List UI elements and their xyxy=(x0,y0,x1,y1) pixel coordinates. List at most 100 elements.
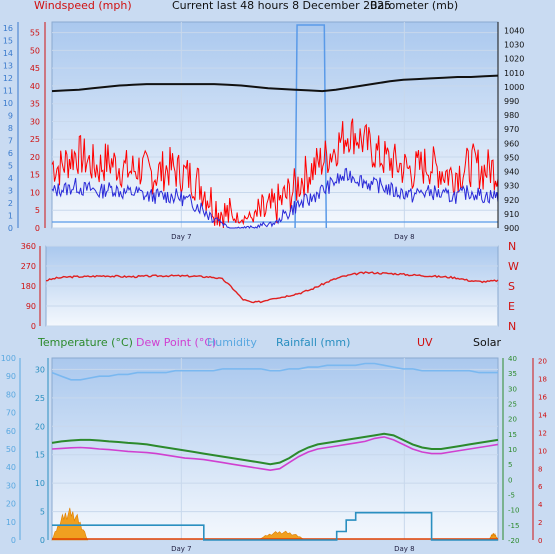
uv-tick-label: 14 xyxy=(538,411,547,419)
rainfall-tick-label: 20 xyxy=(35,422,45,431)
windspeed-tick-label: 20 xyxy=(30,153,40,162)
beaufort-tick-label: 15 xyxy=(3,37,13,46)
rainfall-tick-label: 30 xyxy=(35,365,45,374)
windspeed-tick-label: 50 xyxy=(30,46,40,55)
barometer-tick-label: 1010 xyxy=(504,69,524,78)
temperature-legend: Temperature (°C) xyxy=(37,336,133,349)
direction-tick-label: 0 xyxy=(31,322,36,331)
wind-panel-series xyxy=(51,24,499,229)
humidity-legend: Humidity xyxy=(207,336,257,349)
chart-title: Current last 48 hours 8 December 2025 xyxy=(172,0,391,12)
rainfall-tick-label: 10 xyxy=(35,479,45,488)
barometer-tick-label: 940 xyxy=(504,168,519,177)
windspeed-tick-label: 0 xyxy=(35,224,40,233)
windspeed-tick-label: 10 xyxy=(30,188,40,197)
humidity-tick-label: 20 xyxy=(6,500,16,509)
uv-tick-label: 20 xyxy=(538,358,547,366)
beaufort-tick-label: 5 xyxy=(8,162,13,171)
windspeed-tick-label: 35 xyxy=(30,100,40,109)
temperature-tick-label: 15 xyxy=(508,431,517,439)
temperature-tick-label: 10 xyxy=(508,446,517,454)
humidity-tick-label: 40 xyxy=(6,463,16,472)
direction-panel-grid xyxy=(46,245,498,327)
compass-tick-label: S xyxy=(508,280,515,293)
uv-tick-label: 12 xyxy=(538,429,547,437)
rainfall-tick-label: 5 xyxy=(40,508,45,517)
humidity-tick-label: 100 xyxy=(1,354,16,363)
beaufort-tick-label: 4 xyxy=(8,174,13,183)
beaufort-tick-label: 2 xyxy=(8,199,13,208)
direction-tick-label: 360 xyxy=(21,242,36,251)
solar-trace xyxy=(294,24,328,229)
uv-tick-label: 10 xyxy=(538,447,547,455)
rainfall-tick-label: 0 xyxy=(40,536,45,545)
temperature-panel-axes: 0510152025300102030405060708090100-20-15… xyxy=(1,354,548,553)
solar-area xyxy=(257,530,307,541)
temperature-tick-label: 0 xyxy=(508,476,512,484)
dewpoint-legend: Dew Point (°C) xyxy=(136,336,216,349)
temperature-tick-label: 20 xyxy=(508,416,517,424)
temperature-tick-label: 25 xyxy=(508,401,517,409)
barometer-axis-title: Barometer (mb) xyxy=(370,0,458,12)
beaufort-tick-label: 10 xyxy=(3,99,13,108)
rainfall-tick-label: 15 xyxy=(35,451,45,460)
beaufort-tick-label: 7 xyxy=(8,137,13,146)
rainfall-tick-label: 25 xyxy=(35,394,45,403)
barometer-line xyxy=(51,74,499,93)
humidity-tick-label: 80 xyxy=(6,390,16,399)
beaufort-tick-label: 11 xyxy=(3,87,13,96)
rainfall-legend: Rainfall (mm) xyxy=(276,336,350,349)
barometer-tick-label: 930 xyxy=(504,182,519,191)
humidity-line xyxy=(51,362,498,381)
temperature-panel-series xyxy=(51,362,499,541)
compass-tick-label: N xyxy=(508,240,516,253)
dewpoint-line xyxy=(51,436,499,472)
direction-panel-series xyxy=(45,271,499,304)
beaufort-tick-label: 8 xyxy=(8,124,13,133)
temperature-tick-label: -5 xyxy=(508,492,515,500)
beaufort-tick-label: 16 xyxy=(3,24,13,33)
beaufort-tick-label: 12 xyxy=(3,74,13,83)
barometer-tick-label: 1030 xyxy=(504,41,524,50)
uv-tick-label: 18 xyxy=(538,376,547,384)
humidity-tick-label: 90 xyxy=(6,372,16,381)
humidity-tick-label: 50 xyxy=(6,445,16,454)
temperature-tick-label: 40 xyxy=(508,355,517,363)
humidity-tick-label: 10 xyxy=(6,518,16,527)
rainfall-line xyxy=(52,511,498,541)
x-tick-label: Day 7 xyxy=(171,545,192,553)
solar-legend: Solar xyxy=(473,336,502,349)
windspeed-tick-label: 40 xyxy=(30,82,40,91)
beaufort-tick-label: 13 xyxy=(3,62,13,71)
windspeed-tick-label: 30 xyxy=(30,117,40,126)
windspeed-tick-label: 15 xyxy=(30,171,40,180)
temperature-tick-label: -10 xyxy=(508,507,519,515)
windspeed-tick-label: 5 xyxy=(35,206,40,215)
direction-tick-label: 270 xyxy=(21,262,36,271)
temperature-tick-label: -15 xyxy=(508,522,519,530)
uv-tick-label: 6 xyxy=(538,483,543,491)
beaufort-tick-label: 6 xyxy=(8,149,13,158)
x-tick-label: Day 8 xyxy=(394,545,415,553)
humidity-tick-label: 0 xyxy=(11,536,16,545)
compass-tick-label: W xyxy=(508,260,519,273)
humidity-tick-label: 70 xyxy=(6,409,16,418)
barometer-tick-label: 990 xyxy=(504,97,519,106)
uv-tick-label: 16 xyxy=(538,394,547,402)
compass-tick-label: N xyxy=(508,320,516,333)
windspeed-axis-title: Windspeed (mph) xyxy=(34,0,132,12)
uv-legend: UV xyxy=(417,336,433,349)
beaufort-tick-label: 1 xyxy=(8,212,13,221)
x-tick-label: Day 8 xyxy=(394,233,415,241)
temperature-tick-label: 5 xyxy=(508,461,512,469)
barometer-tick-label: 920 xyxy=(504,196,519,205)
uv-tick-label: 8 xyxy=(538,465,542,473)
beaufort-tick-label: 14 xyxy=(3,49,13,58)
wind-gust-line xyxy=(51,118,499,229)
barometer-tick-label: 1020 xyxy=(504,55,524,64)
wind-panel-axes: 0510152025303540455055012345678910111213… xyxy=(3,22,524,241)
temperature-tick-label: 35 xyxy=(508,370,517,378)
uv-tick-label: 0 xyxy=(538,537,542,545)
windspeed-tick-label: 45 xyxy=(30,64,40,73)
